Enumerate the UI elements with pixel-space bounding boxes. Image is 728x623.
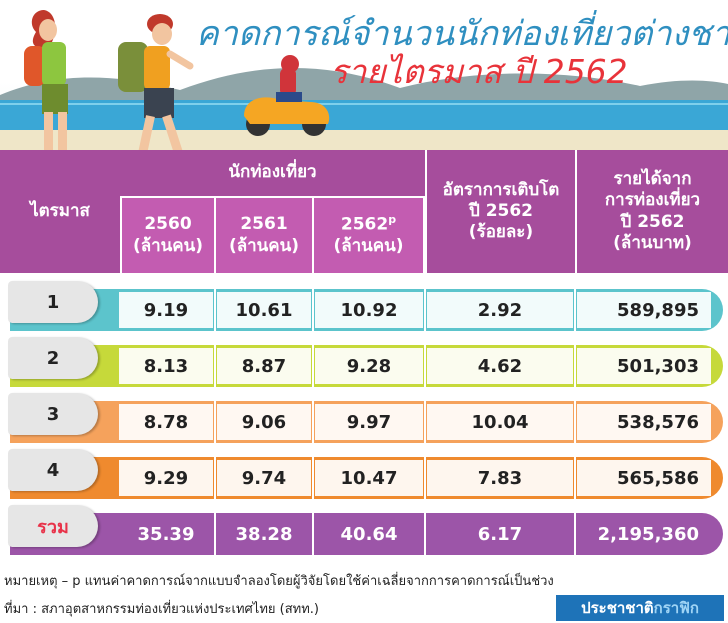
- header-revenue-l3: ปี 2562: [620, 211, 685, 232]
- header-2560-unit: (ล้านคน): [132, 235, 204, 256]
- cell-q4-growth: 7.83: [427, 460, 573, 496]
- cell-q3-2560: 8.78: [119, 404, 213, 440]
- cell-q3-revenue: 538,576: [577, 404, 711, 440]
- row-bar-total: [10, 513, 723, 555]
- row-label-q4: 4: [8, 449, 98, 491]
- cell-q1-revenue: 589,895: [577, 292, 711, 328]
- cell-q4-2560: 9.29: [119, 460, 213, 496]
- cell-total-growth: 6.17: [477, 523, 523, 545]
- cell-q2-2562: 9.28: [315, 348, 423, 384]
- header-2562: 2562p (ล้านคน): [312, 196, 425, 273]
- header-2562-year: 2562: [340, 215, 389, 236]
- cell-q4-revenue: 565,586: [577, 460, 711, 496]
- header-growth-l2: ปี 2562: [468, 200, 534, 221]
- header-revenue-l1: รายได้จาก: [613, 169, 692, 189]
- cell-total-2561: 38.28: [235, 523, 293, 545]
- row-label-q3: 3: [8, 393, 98, 435]
- row-label-q1: 1: [8, 281, 98, 323]
- cell-q1-2560: 9.19: [119, 292, 213, 328]
- brand-part2: กราฟิก: [653, 599, 699, 617]
- header-revenue-l2: การท่องเที่ยว: [604, 190, 701, 211]
- scooter-rider: [244, 55, 330, 136]
- header-revenue-l4: (ล้านบาท): [613, 232, 692, 253]
- cell-q4-2561: 9.74: [217, 460, 311, 496]
- cell-q2-2560: 8.13: [119, 348, 213, 384]
- cell-q1-growth: 2.92: [427, 292, 573, 328]
- brand-logo: ประชาชาติ กราฟิก: [556, 595, 724, 621]
- header-2561-year: 2561: [240, 214, 288, 235]
- brand-part1: ประชาชาติ: [581, 599, 654, 617]
- cell-q3-growth: 10.04: [427, 404, 573, 440]
- hiker-man: [118, 14, 194, 150]
- header-growth-l3: (ร้อยละ): [468, 222, 534, 243]
- cell-q2-growth: 4.62: [427, 348, 573, 384]
- header-2560-year: 2560: [144, 214, 192, 235]
- chart-subtitle: รายไตรมาส ปี 2562: [330, 52, 628, 91]
- banner-illustration: [0, 10, 728, 150]
- header-tourists-label: นักท่องเที่ยว: [228, 162, 317, 183]
- header-quarter-label: ไตรมาส: [30, 200, 90, 221]
- hiker-woman: [24, 10, 68, 150]
- header-growth: อัตราการเติบโต ปี 2562 (ร้อยละ): [425, 150, 575, 273]
- row-label-q2: 2: [8, 337, 98, 379]
- cell-total-2560: 35.39: [137, 523, 195, 545]
- ground: [0, 130, 728, 150]
- header-tourists: นักท่องเที่ยว: [120, 150, 425, 196]
- cell-total-revenue: 2,195,360: [597, 523, 699, 545]
- cell-q3-2561: 9.06: [217, 404, 311, 440]
- cell-total-2562: 40.64: [340, 523, 398, 545]
- source-note: ที่มา : สภาอุตสาหกรรมท่องเที่ยวแห่งประเท…: [4, 602, 319, 617]
- cell-q2-revenue: 501,303: [577, 348, 711, 384]
- header-banner: คาดการณ์จำนวนนักท่องเที่ยวต่างชาติ รายไต…: [0, 0, 728, 150]
- header-2562-sup: p: [388, 213, 397, 227]
- header-revenue: รายได้จาก การท่องเที่ยว ปี 2562 (ล้านบาท…: [575, 150, 728, 273]
- chart-title: คาดการณ์จำนวนนักท่องเที่ยวต่างชาติ: [196, 14, 728, 54]
- header-growth-l1: อัตราการเติบโต: [442, 179, 560, 200]
- header-quarter: ไตรมาส: [0, 150, 120, 273]
- cell-q2-2561: 8.87: [217, 348, 311, 384]
- cell-q1-2561: 10.61: [217, 292, 311, 328]
- cell-q3-2562: 9.97: [315, 404, 423, 440]
- header-2561-unit: (ล้านคน): [228, 235, 300, 256]
- row-label-total: รวม: [8, 505, 98, 547]
- cell-q1-2562: 10.92: [315, 292, 423, 328]
- header-2561: 2561 (ล้านคน): [214, 196, 312, 273]
- cell-q4-2562: 10.47: [315, 460, 423, 496]
- footnote: หมายเหตุ – p แทนค่าคาดการณ์จากแบบจำลองโด…: [4, 574, 554, 589]
- header-2562-unit: (ล้านคน): [333, 236, 404, 257]
- header-2560: 2560 (ล้านคน): [120, 196, 214, 273]
